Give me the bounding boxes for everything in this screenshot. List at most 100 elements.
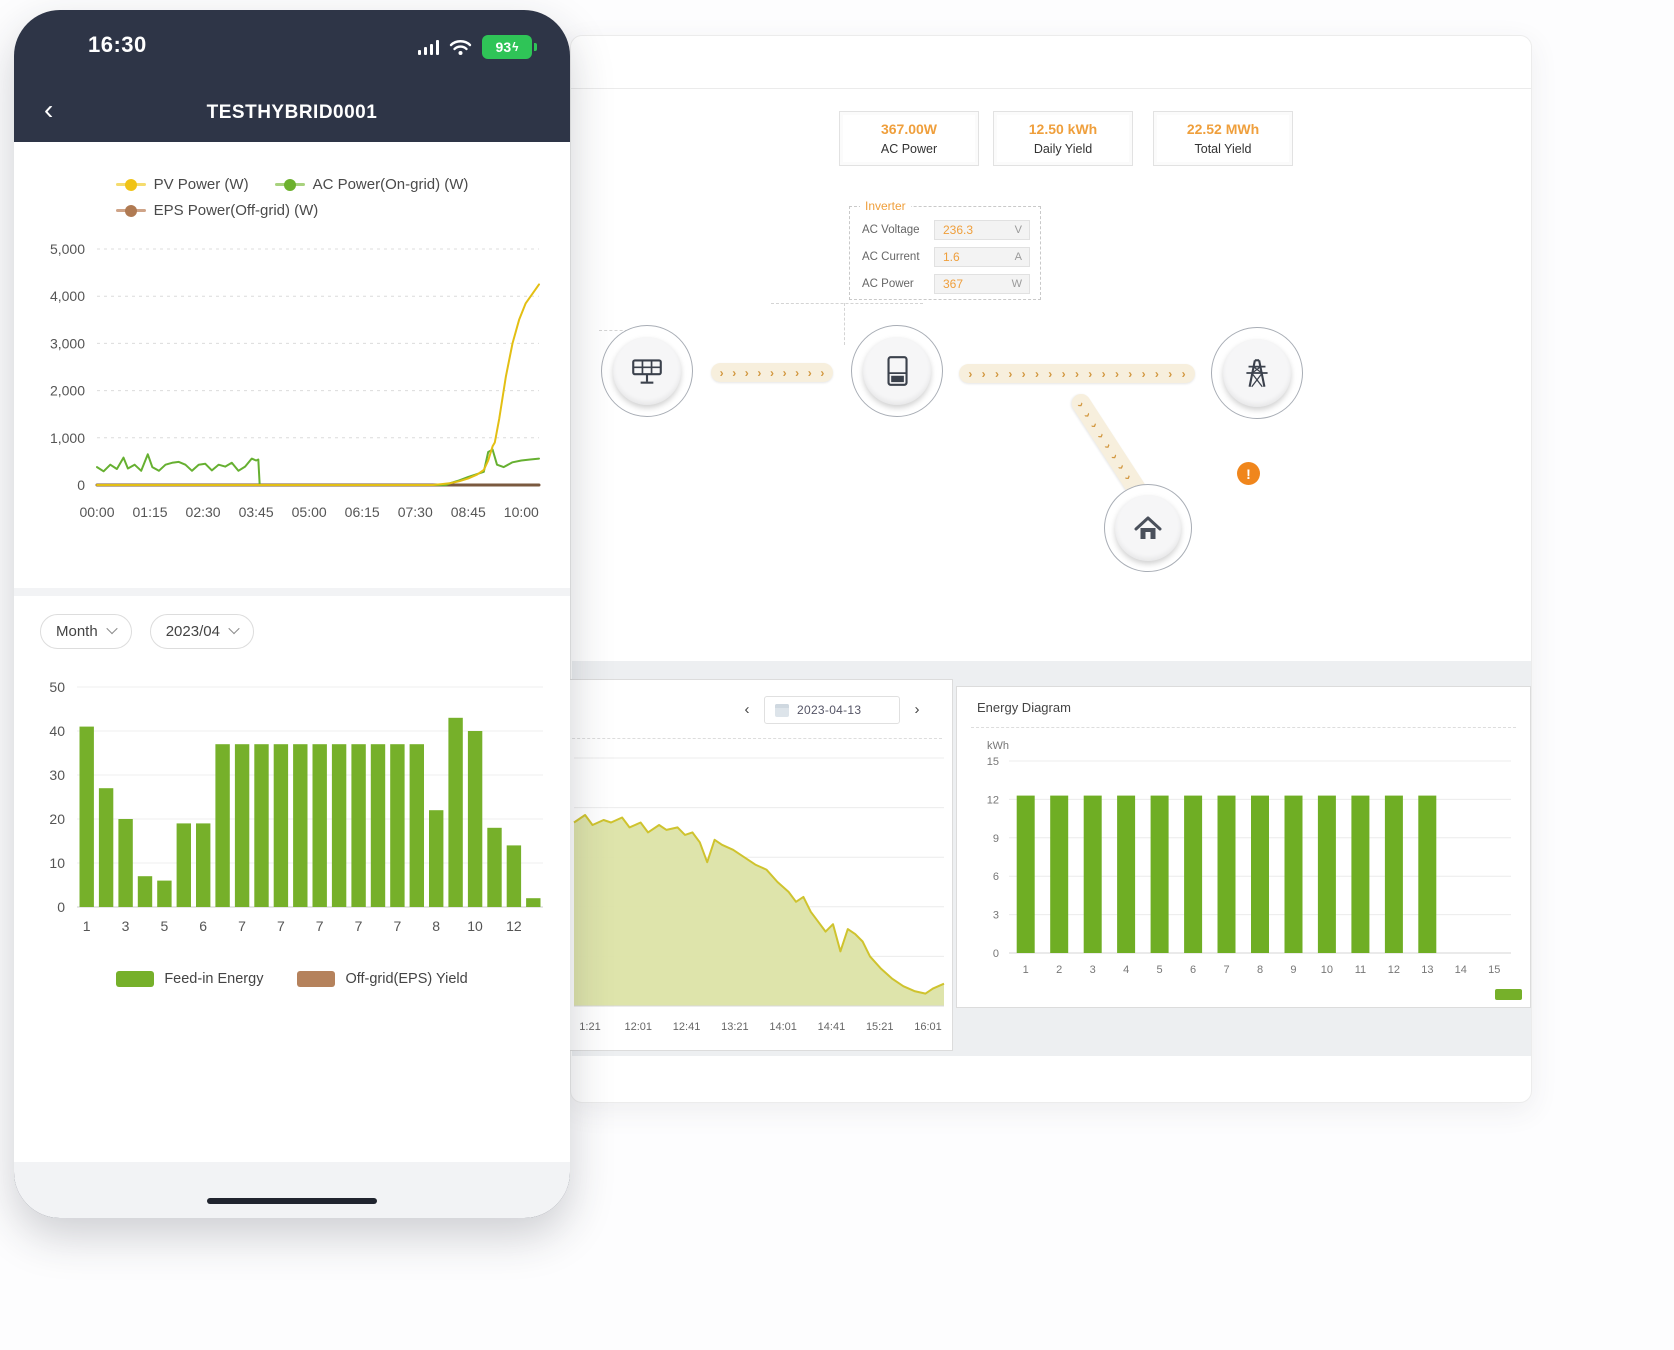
svg-text:3,000: 3,000 [50,335,85,351]
svg-text:kWh: kWh [987,740,1009,752]
svg-text:11: 11 [1355,964,1366,976]
inverter-row-ac-current: AC Current 1.6 A [862,247,1030,267]
flow-arrow-icon: › [1074,398,1089,410]
date-field[interactable]: 2023-04-13 [764,696,900,724]
svg-text:2: 2 [1056,964,1062,976]
flow-arrow-icon: › [1081,409,1096,421]
day-curve-panel: ‹ 2023-04-13 › 1:21 12:01 12:41 13:21 14:01 1… [541,679,953,1051]
solar-panel-node [601,325,693,417]
total-yield-label: Total Yield [1194,142,1252,156]
desktop-dashboard-window: 367.00W AC Power 12.50 kWh Daily Yield 2… [541,35,1532,1103]
svg-text:30: 30 [49,767,65,783]
month-dropdown[interactable]: 2023/04 [149,614,254,649]
svg-text:13: 13 [1421,964,1433,976]
chevron-left-icon: ‹ [44,94,54,125]
svg-text:01:15: 01:15 [133,504,168,520]
svg-text:40: 40 [49,723,65,739]
legend-item-eps-power[interactable]: EPS Power(Off-grid) (W) [115,202,318,219]
battery-percent: 93 [495,39,512,55]
svg-text:07:30: 07:30 [398,504,433,520]
svg-text:3: 3 [993,910,999,922]
svg-text:14:41: 14:41 [818,1021,846,1033]
back-button[interactable]: ‹ [44,94,53,126]
svg-text:02:30: 02:30 [186,504,221,520]
flow-arrow-icon: › [1101,366,1106,381]
ac-power-value: 367.00W [880,121,938,137]
svg-text:7: 7 [277,918,285,934]
svg-text:20: 20 [49,811,65,827]
ac-power-value-box: 367 W [934,274,1030,294]
svg-text:15: 15 [987,756,999,768]
chevron-left-icon: ‹ [744,701,750,718]
svg-text:7: 7 [355,918,363,934]
inverter-panel-title: Inverter [860,199,911,213]
ac-voltage-value-box: 236.3 V [934,220,1030,240]
date-prev-button[interactable]: ‹ [738,700,756,720]
power-curve-card: PV Power (W) AC Power(On-grid) (W) EPS P… [14,142,570,588]
svg-text:6: 6 [993,871,999,883]
device-title: TESTHYBRID0001 [206,102,378,123]
flow-arrow-icon: › [994,366,999,381]
flow-arrow-icon: › [1141,366,1146,381]
chevron-down-icon [228,622,240,634]
status-time: 16:30 [88,32,147,57]
svg-text:0: 0 [993,948,999,960]
svg-text:12: 12 [506,918,522,934]
legend-swatch [297,971,336,987]
chevron-right-icon: › [914,701,920,718]
legend-item-ac-power[interactable]: AC Power(On-grid) (W) [274,176,468,193]
energy-diagram-panel: Energy Diagram kWh 0 3 6 9 12 15 1 2 3 4 5 6 7 8 9 10 11 1… [956,686,1531,1008]
svg-text:3: 3 [1090,964,1096,976]
day-power-area-chart: 1:21 12:01 12:41 13:21 14:01 14:41 15:21 16:01 [573,757,945,1033]
legend-item-pv-power[interactable]: PV Power (W) [115,176,249,193]
inverter-rows: AC Voltage 236.3 V AC Current 1.6 A AC P… [850,207,1040,302]
svg-text:7: 7 [316,918,324,934]
svg-text:1,000: 1,000 [50,430,85,446]
svg-text:6: 6 [1190,964,1196,976]
power-line-chart: 0 1,000 2,000 3,000 4,000 5,000 00:00 01:15 02:3… [50,241,541,520]
legend-item-off-grid[interactable]: Off-grid(EPS) Yield [297,971,468,987]
ac-current-value-box: 1.6 A [934,247,1030,267]
grid-tower-icon [1246,359,1268,388]
home-load-node [1104,484,1192,572]
flow-arrow-icon: › [1088,419,1103,431]
flow-arrow-icon: › [1154,366,1159,381]
flow-arrow-icon: › [1061,366,1066,381]
cellular-signal-icon [417,39,439,55]
svg-text:03:45: 03:45 [239,504,274,520]
svg-text:10: 10 [1321,964,1333,976]
ac-power-label: AC Power [880,142,938,156]
svg-text:14: 14 [1455,964,1467,976]
flow-arrow-icon: › [1181,366,1186,381]
flow-arrow-icon: › [1121,471,1136,483]
svg-text:15: 15 [1488,964,1500,976]
stat-card-ac-power: 367.00W AC Power [839,111,979,166]
alert-badge[interactable]: ! [1237,462,1260,485]
svg-text:05:00: 05:00 [292,504,327,520]
period-dropdown[interactable]: Month [40,614,132,649]
flow-arrow-icon: › [1021,366,1026,381]
svg-text:1: 1 [83,918,91,934]
inverter-icon [887,356,908,386]
energy-flow-arrows-pv-to-inverter: › › › › › › › › › [711,363,833,382]
home-icon [1134,516,1162,539]
inverter-row-ac-voltage: AC Voltage 236.3 V [862,220,1030,240]
flow-arrow-icon: › [1128,366,1133,381]
date-next-button[interactable]: › [908,700,926,720]
svg-text:5: 5 [1157,964,1163,976]
legend-swatch [1495,989,1522,1000]
separator [971,727,1516,728]
svg-text:4,000: 4,000 [50,288,85,304]
flow-arrow-icon: › [1088,366,1093,381]
svg-text:0: 0 [57,899,65,915]
svg-text:6: 6 [199,918,207,934]
solar-panel-icon [632,359,662,384]
legend-item-feed-in[interactable]: Feed-in Energy [116,971,263,987]
legend-swatch [116,971,155,987]
daily-yield-label: Daily Yield [1033,142,1093,156]
svg-text:15:21: 15:21 [866,1021,894,1033]
line-chart-legend: PV Power (W) AC Power(On-grid) (W) EPS P… [115,176,468,219]
svg-text:06:15: 06:15 [345,504,380,520]
legend-marker [115,204,146,217]
